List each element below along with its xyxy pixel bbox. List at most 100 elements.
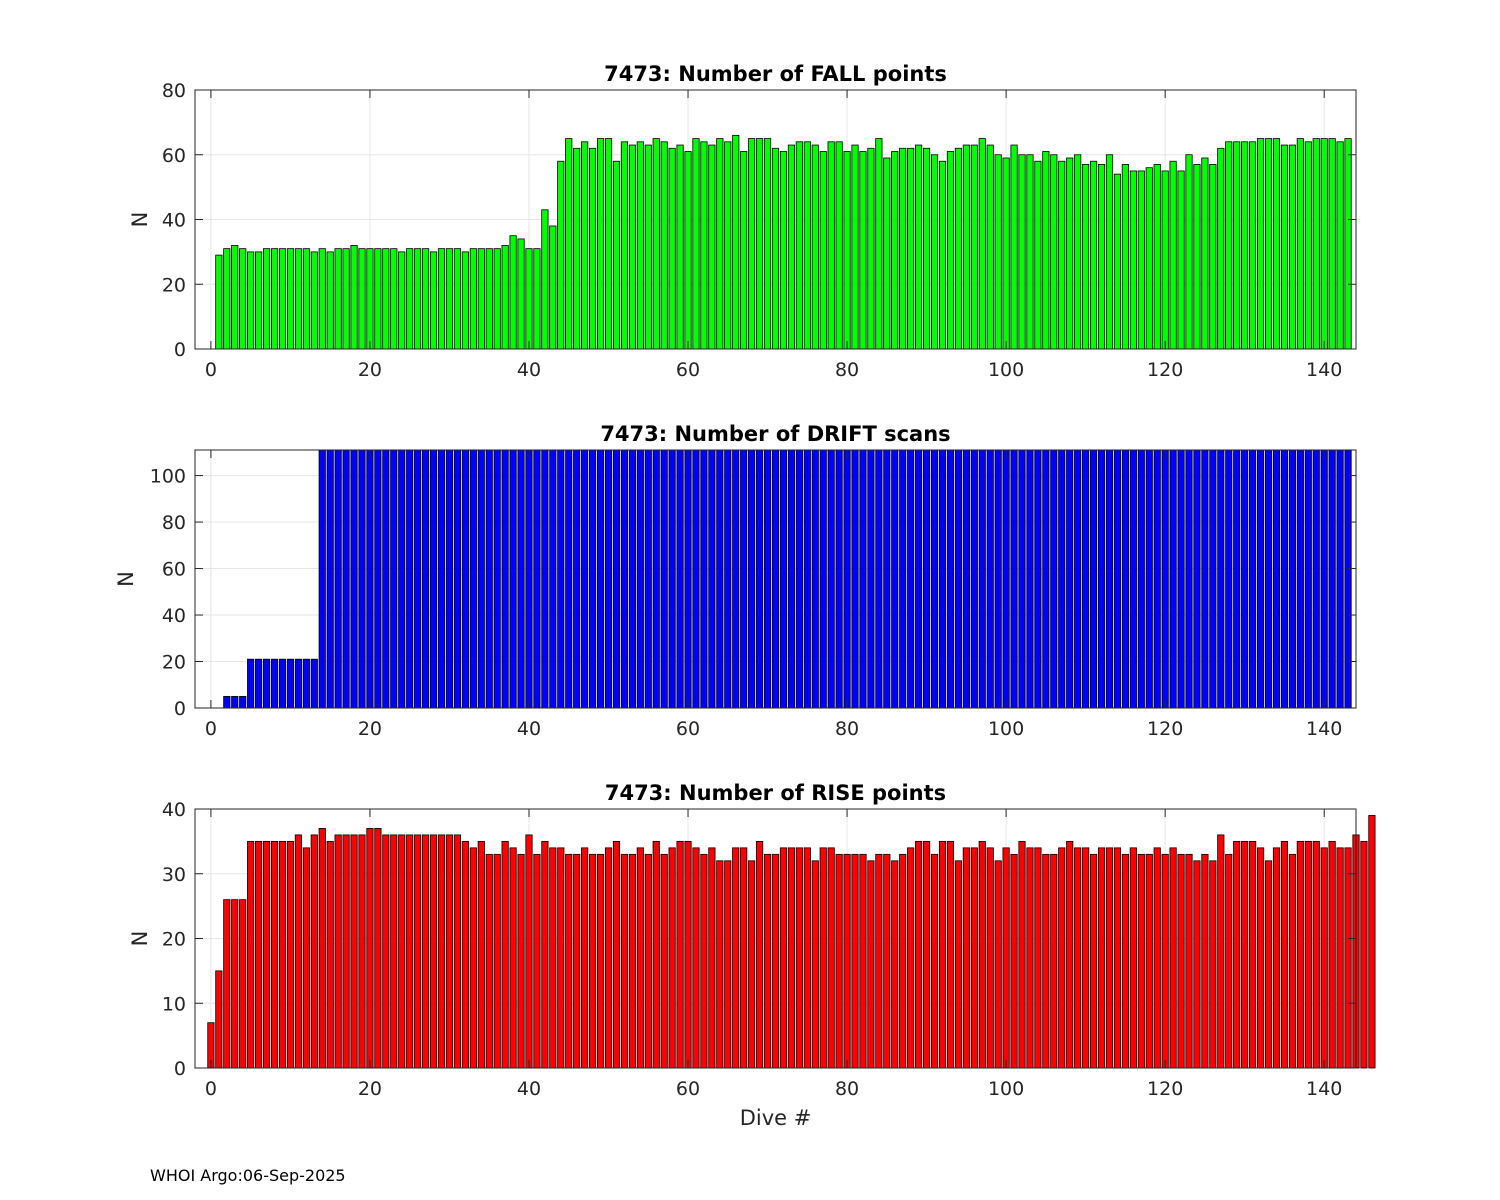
bar-dive-126	[1209, 164, 1217, 350]
bar-dive-71	[771, 147, 780, 350]
bar-dive-37	[501, 449, 509, 709]
bar-dive-37	[501, 840, 509, 1069]
bar-dive-72	[779, 151, 788, 350]
bar-dive-61	[692, 449, 700, 709]
bar-dive-6	[255, 658, 263, 709]
bar-dive-31	[453, 449, 461, 709]
bar-dive-111	[1090, 449, 1098, 709]
bar-dive-73	[787, 449, 795, 709]
bar-dive-22	[382, 248, 390, 350]
bar-dive-114	[1113, 847, 1122, 1069]
bar-dive-64	[716, 138, 724, 350]
bar-dive-10	[286, 840, 295, 1069]
x-tick-label: 80	[835, 359, 859, 381]
bar-dive-91	[930, 154, 939, 350]
bar-dive-96	[970, 144, 978, 350]
footer-label: WHOI Argo:06-Sep-2025	[150, 1166, 346, 1185]
bar-dive-68	[748, 138, 756, 350]
y-tick-label: 0	[174, 698, 186, 720]
bar-dive-23	[390, 248, 398, 350]
chart-panel-1: 0 20 40 60 80 100 120 140 0 20 40 60 80 7473: Number …	[128, 62, 1357, 381]
bar-dive-77	[819, 449, 827, 709]
bar-dive-84	[875, 138, 883, 350]
bar-dive-138	[1304, 141, 1312, 350]
bar-dive-33	[469, 248, 477, 350]
bar-dive-113	[1105, 449, 1114, 709]
bar-dive-105	[1042, 151, 1050, 350]
bar-dive-4	[239, 248, 247, 350]
bar-dive-107	[1058, 160, 1066, 350]
bar-dive-117	[1137, 449, 1145, 709]
bar-dive-128	[1225, 449, 1233, 709]
bar-dive-31	[453, 248, 461, 350]
bar-dive-98	[986, 449, 994, 709]
bar-dive-48	[589, 449, 597, 709]
bar-dive-111	[1090, 853, 1098, 1069]
bar-dive-78	[827, 141, 835, 350]
bar-dive-56	[652, 840, 660, 1069]
bar-dive-73	[787, 144, 795, 350]
bar-dive-131	[1249, 141, 1257, 350]
bar-dive-50	[604, 449, 613, 709]
bar-dive-49	[596, 138, 605, 350]
bar-dive-25	[406, 248, 414, 350]
bar-dive-110	[1082, 449, 1090, 709]
bar-dive-107	[1058, 449, 1066, 709]
bar-dive-64	[716, 449, 724, 709]
bar-dive-113	[1105, 847, 1114, 1069]
bar-dive-3	[231, 899, 239, 1069]
bar-dive-78	[827, 847, 835, 1069]
bar-dive-63	[708, 847, 716, 1069]
bar-dive-70	[763, 138, 772, 350]
bar-dive-43	[549, 225, 557, 350]
bar-dive-139	[1312, 138, 1320, 350]
bar-dive-14	[318, 248, 326, 350]
bar-dive-145	[1360, 840, 1368, 1069]
y-tick-label: 60	[162, 145, 186, 167]
bar-dive-76	[811, 144, 819, 350]
x-tick-label: 140	[1306, 718, 1342, 740]
bar-dive-36	[493, 853, 501, 1069]
bar-dive-104	[1034, 847, 1042, 1069]
bar-dive-53	[628, 144, 636, 350]
bar-dive-81	[851, 144, 859, 350]
bar-dive-5	[247, 658, 255, 709]
bar-dive-125	[1201, 853, 1209, 1069]
bar-dive-32	[461, 251, 469, 350]
bar-dive-136	[1288, 144, 1296, 350]
y-tick-label: 20	[162, 929, 186, 951]
bar-dive-120	[1161, 853, 1169, 1069]
bar-dive-51	[612, 840, 621, 1069]
bar-dive-140	[1320, 138, 1328, 350]
bar-dive-11	[294, 248, 302, 350]
bar-dive-81	[851, 853, 859, 1069]
bar-dive-42	[541, 840, 549, 1069]
bar-dive-83	[867, 147, 875, 350]
bar-dive-46	[573, 147, 581, 350]
bar-dive-57	[660, 449, 668, 709]
bar-dive-129	[1233, 840, 1241, 1069]
bar-dive-67	[740, 449, 748, 709]
bar-dive-8	[270, 658, 279, 709]
bar-dive-26	[414, 248, 422, 350]
bar-dive-6	[255, 251, 263, 350]
bar-dive-100	[1002, 157, 1010, 350]
bar-dive-112	[1097, 449, 1106, 709]
bar-dive-19	[358, 449, 366, 709]
bar-dive-124	[1193, 860, 1201, 1069]
x-tick-label: 40	[517, 359, 541, 381]
bar-dive-143	[1344, 847, 1352, 1069]
bar-dive-31	[453, 834, 461, 1069]
bar-dive-140	[1320, 449, 1328, 709]
bar-dive-55	[644, 144, 652, 350]
bar-dive-141	[1328, 138, 1336, 350]
bar-dive-9	[278, 658, 287, 709]
bar-dive-93	[946, 151, 955, 350]
bar-dive-24	[398, 834, 406, 1069]
bar-dive-136	[1288, 853, 1296, 1069]
bar-dive-121	[1169, 847, 1177, 1069]
bar-dive-58	[668, 847, 676, 1069]
bar-dive-7	[262, 658, 271, 709]
bar-dive-9	[278, 248, 287, 350]
bar-dive-58	[668, 449, 676, 709]
